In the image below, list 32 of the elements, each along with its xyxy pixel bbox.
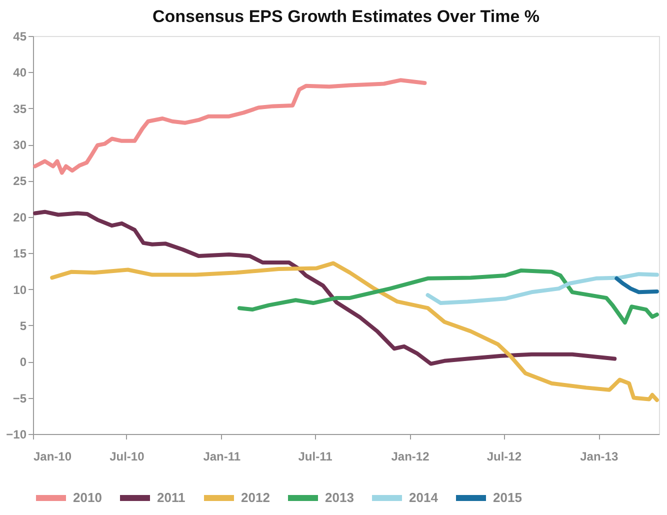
y-tick-label: 40	[13, 66, 27, 80]
x-tick-label: Jan-10	[34, 450, 72, 464]
y-tick-label: 5	[20, 318, 27, 333]
y-tick-label: −10	[6, 428, 27, 442]
legend-label: 2014	[409, 490, 439, 505]
legend-label: 2015	[493, 490, 522, 505]
line-series	[426, 272, 659, 306]
y-tick-label: 0	[20, 355, 27, 370]
y-tick-label: 25	[13, 174, 27, 188]
x-tick-label: Jan-11	[203, 450, 241, 464]
y-tick-label: 35	[13, 102, 27, 116]
legend-label: 2013	[325, 490, 354, 505]
x-tick-label: Jan-12	[391, 450, 430, 464]
line-series	[614, 276, 659, 294]
line-series	[50, 261, 659, 402]
line-series	[33, 78, 427, 175]
line-series	[33, 210, 617, 366]
y-tick-label: −5	[12, 391, 27, 406]
legend-label: 2011	[157, 490, 186, 505]
line-series	[237, 268, 659, 325]
x-tick-label: Jul-10	[110, 450, 145, 464]
y-tick-label: 15	[13, 246, 27, 261]
y-tick-label: 45	[13, 30, 27, 44]
legend-label: 2012	[241, 490, 270, 505]
x-tick-label: Jul-11	[298, 450, 333, 464]
x-tick-label: Jul-12	[486, 450, 522, 464]
y-tick-label: 10	[13, 282, 27, 297]
y-tick-label: 20	[13, 210, 27, 224]
legend-label: 2010	[73, 490, 102, 505]
chart-title: Consensus EPS Growth Estimates Over Time %	[152, 7, 540, 26]
x-tick-label: Jan-13	[580, 450, 618, 464]
y-tick-label: 30	[13, 138, 27, 152]
